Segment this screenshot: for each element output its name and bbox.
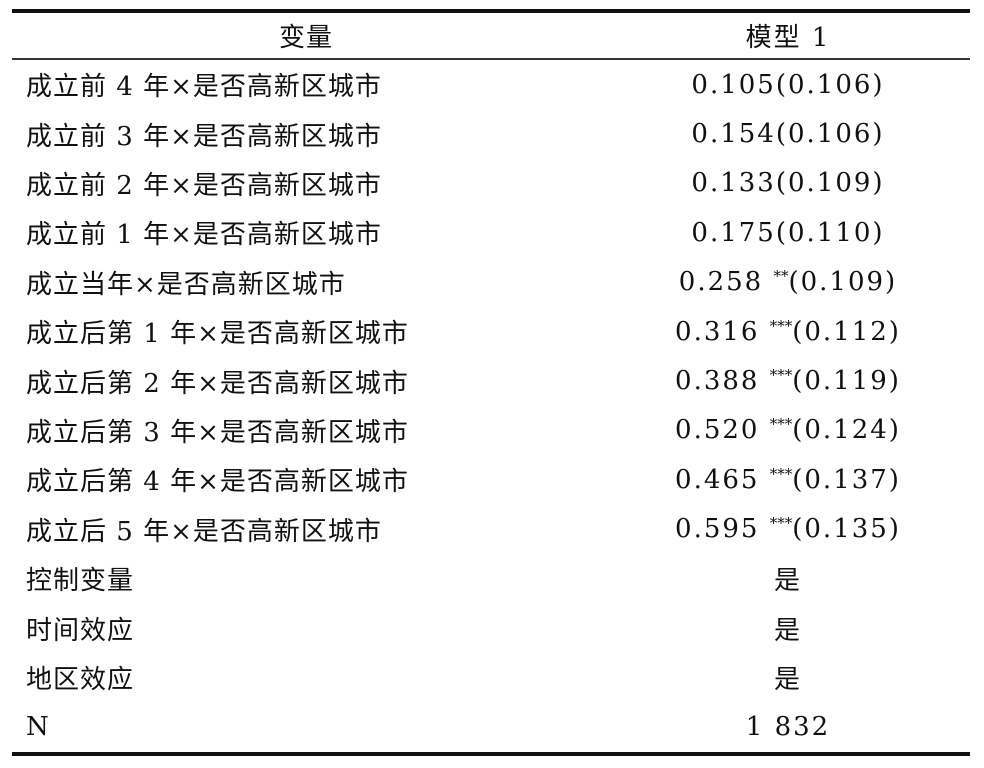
coefficient: 0.595 [675,514,770,545]
table-row: 成立后第 1 年×是否高新区城市 0.316 ***(0.112) [0,307,984,356]
row-value: 0.258 **(0.109) [600,267,976,297]
standard-error: (0.110) [775,217,885,248]
header-rule [12,58,970,60]
standard-error: (0.106) [775,119,885,150]
row-value: 是 [600,610,976,647]
table-row: 成立前 2 年×是否高新区城市 0.133(0.109) [0,159,984,208]
standard-error: (0.119) [792,366,901,397]
coefficient: 0.316 [675,316,770,347]
standard-error: (0.109) [788,267,898,298]
table-row: 成立当年×是否高新区城市 0.258 **(0.109) [0,258,984,307]
coefficient: 0.388 [675,366,770,397]
coefficient: 是 [773,615,802,646]
row-value: 0.595 ***(0.135) [600,514,976,544]
table-row: 成立后 5 年×是否高新区城市 0.595 ***(0.135) [0,505,984,554]
significance-stars: *** [769,415,793,434]
row-label: 成立后第 4 年×是否高新区城市 [26,467,409,498]
table-row: N 1 832 [0,702,984,751]
row-label: 成立前 2 年×是否高新区城市 [26,170,382,201]
header-model: 模型 1 [745,22,831,53]
coefficient: 是 [773,664,802,695]
coefficient: 0.465 [675,464,770,495]
standard-error: (0.106) [775,69,885,100]
bottom-rule [12,752,970,756]
row-value: 0.133(0.109) [600,168,976,198]
table-row: 成立前 4 年×是否高新区城市 0.105(0.106) [0,60,984,109]
row-value: 0.175(0.110) [600,218,976,248]
header-variable: 变量 [278,22,333,53]
table-row: 成立后第 3 年×是否高新区城市 0.520 ***(0.124) [0,406,984,455]
row-label: N [26,711,50,742]
row-value: 0.520 ***(0.124) [600,415,976,445]
coefficient: 0.175 [691,217,776,248]
standard-error: (0.135) [792,514,901,545]
standard-error: (0.124) [792,415,901,446]
top-rule [12,9,970,13]
significance-stars: ** [773,267,789,286]
table-row: 成立前 1 年×是否高新区城市 0.175(0.110) [0,208,984,257]
significance-stars: *** [769,366,793,385]
coefficient: 0.520 [675,415,770,446]
standard-error: (0.109) [775,168,885,199]
row-label: 成立后第 2 年×是否高新区城市 [26,368,409,399]
header-row: 变量 模型 1 [0,12,984,58]
row-label: 成立前 4 年×是否高新区城市 [26,72,382,103]
row-value: 0.316 ***(0.112) [600,317,976,347]
significance-stars: *** [769,464,793,483]
row-value: 0.465 ***(0.137) [600,465,976,495]
table-row: 时间效应 是 [0,603,984,652]
standard-error: (0.137) [792,464,901,495]
table-row: 成立后第 4 年×是否高新区城市 0.465 ***(0.137) [0,455,984,504]
row-label: 成立后第 1 年×是否高新区城市 [26,319,409,350]
significance-stars: *** [769,316,793,335]
coefficient: 0.133 [691,168,776,199]
coefficient: 0.258 [678,267,774,298]
row-label: 控制变量 [26,566,135,597]
table-row: 控制变量 是 [0,554,984,603]
row-label: 地区效应 [26,664,135,695]
coefficient: 0.154 [691,119,776,150]
row-label: 成立前 3 年×是否高新区城市 [26,121,382,152]
coefficient: 1 832 [745,711,831,742]
table-row: 成立后第 2 年×是否高新区城市 0.388 ***(0.119) [0,356,984,405]
row-label: 成立前 1 年×是否高新区城市 [26,220,382,251]
table-row: 成立前 3 年×是否高新区城市 0.154(0.106) [0,109,984,158]
row-value: 0.105(0.106) [600,70,976,100]
row-value: 是 [600,659,976,696]
row-label: 时间效应 [26,615,135,646]
standard-error: (0.112) [792,316,901,347]
row-label: 成立当年×是否高新区城市 [26,269,346,300]
row-value: 1 832 [600,712,976,742]
table-row: 地区效应 是 [0,653,984,702]
row-label: 成立后 5 年×是否高新区城市 [26,516,382,547]
coefficient: 是 [773,566,802,597]
coefficient: 0.105 [691,69,776,100]
row-label: 成立后第 3 年×是否高新区城市 [26,417,409,448]
row-value: 0.154(0.106) [600,119,976,149]
row-value: 是 [600,560,976,597]
significance-stars: *** [769,514,793,533]
row-value: 0.388 ***(0.119) [600,366,976,396]
